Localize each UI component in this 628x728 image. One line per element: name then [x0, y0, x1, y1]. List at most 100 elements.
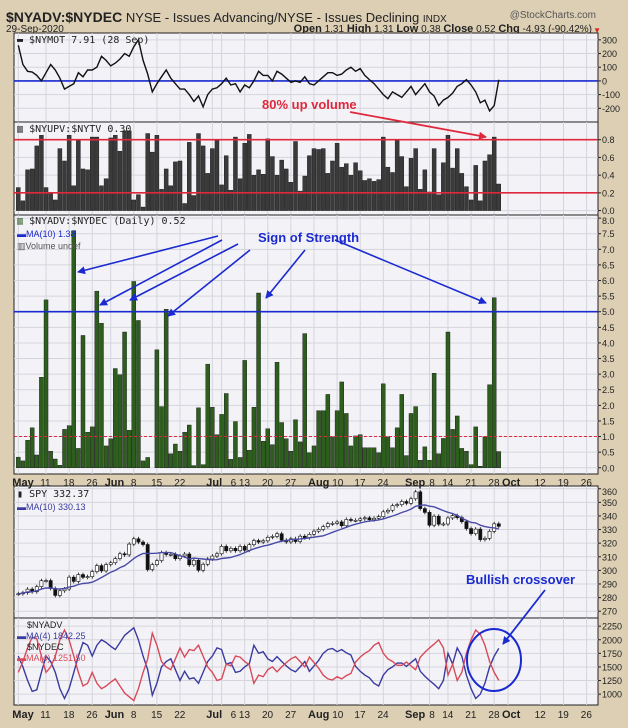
nyupv-bar: [48, 193, 53, 211]
main-bar: [34, 454, 39, 468]
spy-candle: [399, 501, 404, 505]
y-tick-label: 0.8: [602, 135, 615, 145]
y-tick-label: 7.5: [602, 229, 615, 239]
nyupv-bar: [436, 194, 441, 211]
spy-candle: [372, 517, 376, 521]
main-bar: [436, 453, 441, 468]
nyupv-bar: [279, 159, 284, 211]
close-label: Close: [443, 23, 474, 35]
spy-candle: [386, 510, 390, 513]
nyupv-bar: [122, 130, 127, 211]
spy-candle: [76, 574, 81, 582]
candle-icon: ▮: [17, 489, 24, 500]
nyupv-bar: [219, 184, 224, 211]
date-tick-label: 27: [285, 710, 297, 721]
spy-candle: [127, 543, 132, 556]
date-tick-label: 19: [558, 478, 570, 489]
nyupv-bar: [353, 162, 358, 211]
nyupv-bars: [14, 130, 598, 211]
date-axis: May 11 18 26 Jun 8 15 22 Jul 6 13 20 27 Aug 10 17 24 Sep 8…: [12, 709, 592, 721]
y-tick-label: 2.0: [602, 401, 615, 411]
nyadv-ma-line: [17, 626, 500, 701]
main-bar: [390, 447, 395, 468]
main-bar: [260, 441, 266, 468]
nyupv-bar: [265, 138, 270, 211]
nyupv-bar: [99, 185, 104, 211]
open-value: 1.31: [324, 24, 345, 35]
nyupv-bar: [445, 135, 451, 211]
y-tick-label: 330: [602, 525, 617, 535]
y-tick-label: 4.0: [602, 338, 615, 348]
main-bar: [247, 450, 252, 468]
legend-spy-ma: ▬MA(10) 330.13: [17, 502, 86, 512]
y-tick-label: 0.4: [602, 171, 615, 181]
spy-candle: [196, 560, 201, 571]
main-bar: [450, 429, 455, 468]
main-bar: [214, 434, 220, 468]
legend-nyadv-ma: ▬MA(4) 1842.25: [17, 631, 86, 641]
date-tick-label: 14: [442, 710, 454, 721]
main-bar: [219, 414, 224, 468]
y-tick-label: 0.2: [602, 188, 615, 198]
nyupv-bar: [80, 168, 86, 211]
y-tick-label: 340: [602, 511, 617, 521]
annotation-bullish-crossover: Bullish crossover: [466, 572, 576, 587]
spy-candle: [224, 546, 229, 552]
date-tick-label: 15: [151, 478, 163, 489]
annotation-sign-of-strength: Sign of Strength: [258, 230, 360, 245]
spy-candle: [228, 548, 233, 552]
spy-ma-line: [18, 504, 499, 595]
y-tick-label: 6.5: [602, 260, 615, 270]
nyupv-bar: [228, 189, 234, 211]
spy-candle: [422, 508, 427, 513]
y-tick-label: 200: [602, 49, 617, 59]
nyupv-bar: [381, 136, 386, 211]
main-bar: [196, 407, 201, 468]
nydec-ma-line: [17, 628, 500, 702]
spy-candle: [238, 546, 242, 552]
main-bar: [399, 394, 404, 468]
main-bar: [76, 448, 81, 468]
date-tick-label: 8: [429, 478, 435, 489]
nyupv-bar: [242, 143, 247, 211]
nyupv-bar: [339, 166, 344, 211]
nyupv-bar: [367, 178, 372, 211]
legend-main: ▥ $NYADV:$NYDEC (Daily) 0.52: [17, 216, 186, 227]
main-bar: [455, 415, 460, 468]
nyupv-bar: [478, 200, 483, 211]
advdec-series: [17, 626, 500, 702]
main-bar: [270, 444, 275, 468]
crossover-circle: [466, 628, 522, 692]
main-bar: [140, 460, 146, 468]
date-tick-label: 19: [558, 710, 570, 721]
main-bar: [394, 427, 400, 468]
main-bar: [334, 410, 340, 468]
main-bar: [381, 383, 386, 468]
legend-nyadv-ma-text: MA(4) 1842.25: [26, 631, 86, 641]
nyupv-bar: [311, 148, 317, 211]
nyupv-bar: [223, 155, 229, 211]
main-bar: [353, 435, 358, 468]
nyupv-bar: [66, 135, 72, 211]
y-tick-label: 1000: [602, 690, 622, 700]
date-tick-label: 6: [231, 478, 237, 489]
spy-candle: [252, 540, 256, 545]
date-tick-label: 27: [285, 478, 297, 489]
nyupv-bar: [43, 187, 49, 211]
nyupv-bar: [191, 195, 197, 211]
spy-candle: [376, 516, 381, 519]
nyupv-bar: [468, 199, 474, 211]
main-bar: [367, 447, 372, 468]
y-tick-label: 1.0: [602, 432, 615, 442]
date-tick-label: Aug: [308, 477, 329, 489]
main-bar: [177, 451, 183, 468]
spy-candle: [330, 522, 335, 525]
date-tick-label: 11: [40, 478, 51, 489]
nyupv-bar: [131, 199, 137, 211]
arrow-sign-of-strength: [77, 235, 219, 275]
main-bar: [311, 445, 317, 468]
main-bar: [145, 457, 150, 468]
y-tick-label: 2000: [602, 635, 622, 645]
date-tick-label: May: [12, 709, 34, 721]
y-tick-label: 7.0: [602, 245, 615, 255]
